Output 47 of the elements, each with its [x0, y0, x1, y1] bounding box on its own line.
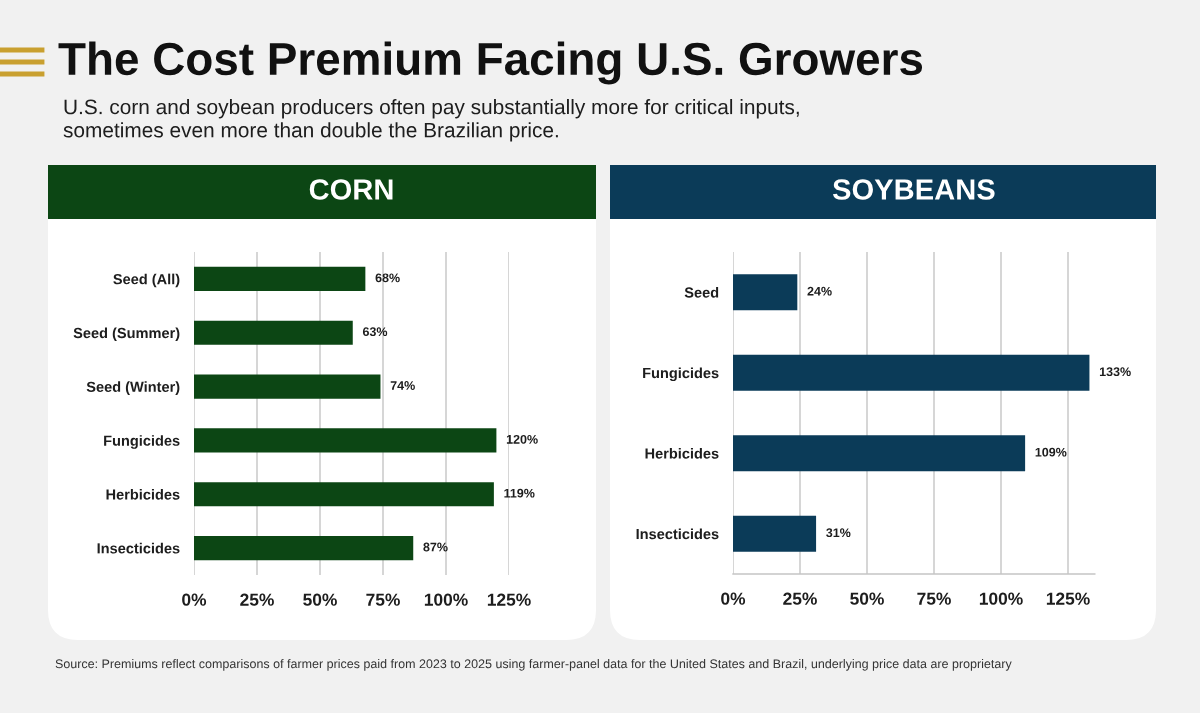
y-tick-label: Insecticides: [97, 542, 180, 554]
bar: [733, 274, 798, 311]
bar: [194, 482, 494, 507]
data-label: 87%: [423, 542, 448, 552]
x-tick-label: 75%: [917, 592, 951, 605]
data-label: 68%: [375, 273, 400, 283]
source-note: Source: Premiums reflect comparisons of farmer prices paid from 2023 to 2025 using farmer-panel data for the United States and Brazil, underlying price data are proprietary: [55, 659, 1012, 671]
x-tick-label: 75%: [366, 593, 400, 606]
data-label: 133%: [1099, 367, 1131, 377]
y-tick-label: Fungicides: [104, 435, 180, 449]
x-tick-label: 25%: [783, 592, 817, 605]
y-tick-label: Fungicides: [643, 367, 719, 382]
y-tick-label: Herbicides: [106, 488, 180, 500]
text: The Cost Premium Facing U.S. Growers: [58, 41, 923, 85]
bar: [194, 320, 353, 345]
y-tick-label: Seed (Summer): [73, 327, 180, 342]
data-label: 31%: [826, 528, 851, 538]
data-label: 120%: [506, 434, 538, 444]
data-label: 74%: [390, 381, 415, 390]
data-label: 63%: [362, 327, 388, 337]
bar: [194, 374, 381, 399]
bar: [194, 428, 497, 453]
y-tick-label: Insecticides: [636, 528, 719, 540]
bar: [733, 354, 1090, 391]
x-tick-label: 0%: [182, 593, 207, 606]
bar: [194, 266, 366, 292]
data-label: 109%: [1035, 447, 1067, 457]
y-tick-label: Seed: [684, 286, 719, 298]
x-tick-label: 0%: [721, 592, 746, 605]
bar: [733, 435, 1026, 472]
y-tick-label: Seed (All): [113, 273, 180, 288]
data-label: 119%: [504, 488, 535, 498]
x-tick-label: 125%: [487, 593, 531, 606]
y-tick-label: Seed (Winter): [86, 381, 180, 395]
x-tick-label: 25%: [240, 593, 274, 606]
chart-title: CORN: [309, 179, 393, 200]
data-label: 24%: [807, 286, 832, 296]
text: U.S. corn and soybean producers often pay substantially more for critical inputs, sometimes even more than double the Brazilian price.: [63, 99, 799, 142]
x-tick-label: 50%: [303, 593, 337, 606]
x-tick-label: 50%: [850, 592, 884, 605]
x-tick-label: 100%: [979, 592, 1023, 605]
x-tick-label: 100%: [424, 593, 468, 606]
y-tick-label: Herbicides: [645, 447, 719, 459]
bar: [733, 515, 817, 552]
chart-title: SOYBEANS: [832, 179, 995, 200]
bar: [194, 535, 414, 561]
x-tick-label: 125%: [1046, 592, 1090, 605]
